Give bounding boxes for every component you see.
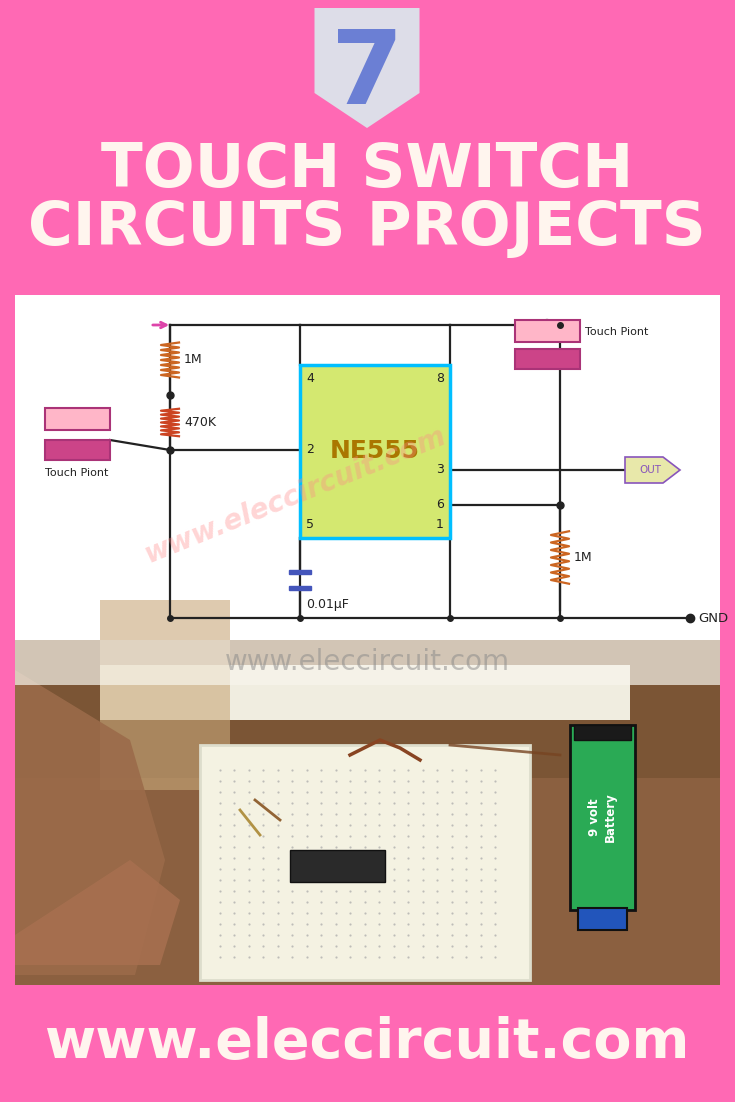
Bar [574,725,631,741]
Bar [15,640,720,685]
Text: CIRCUITS PROJECTS: CIRCUITS PROJECTS [28,198,706,258]
Bar [578,908,627,930]
Text: 9 volt
Battery: 9 volt Battery [589,792,617,842]
Polygon shape [15,670,165,975]
Bar [570,725,635,910]
Bar [15,295,720,640]
Text: 470K: 470K [184,415,216,429]
Text: 1M: 1M [574,551,592,564]
Text: OUT: OUT [639,465,661,475]
Bar [45,440,110,460]
Bar [200,745,530,980]
Text: GND: GND [698,612,728,625]
Text: 8: 8 [436,372,444,386]
Bar [289,586,311,590]
Bar [15,778,720,985]
Bar [300,365,450,538]
Text: 1: 1 [436,518,444,530]
Text: www.eleccircuit.com: www.eleccircuit.com [140,422,450,569]
Polygon shape [15,860,180,965]
Text: www.eleccircuit.com: www.eleccircuit.com [224,648,509,676]
Text: 5: 5 [306,518,314,530]
Text: TOUCH SWITCH: TOUCH SWITCH [101,140,633,199]
Text: www.eleccircuit.com: www.eleccircuit.com [44,1016,689,1070]
Polygon shape [315,8,420,128]
Text: 1M: 1M [184,354,203,367]
Text: Touch Piont: Touch Piont [45,468,108,478]
Bar [515,320,580,342]
Bar [15,640,720,985]
Bar [100,665,630,720]
Bar [100,601,230,790]
Text: NE555: NE555 [330,440,420,464]
Text: 6: 6 [436,498,444,511]
Bar [290,850,385,882]
Text: 3: 3 [436,464,444,476]
Bar [45,408,110,430]
Text: 7: 7 [331,24,404,126]
Text: Touch Piont: Touch Piont [585,327,648,337]
Text: 4: 4 [306,372,314,386]
Bar [289,570,311,574]
Text: 0.01μF: 0.01μF [306,598,349,611]
Polygon shape [625,457,680,483]
Text: 2: 2 [306,443,314,456]
Bar [515,349,580,369]
